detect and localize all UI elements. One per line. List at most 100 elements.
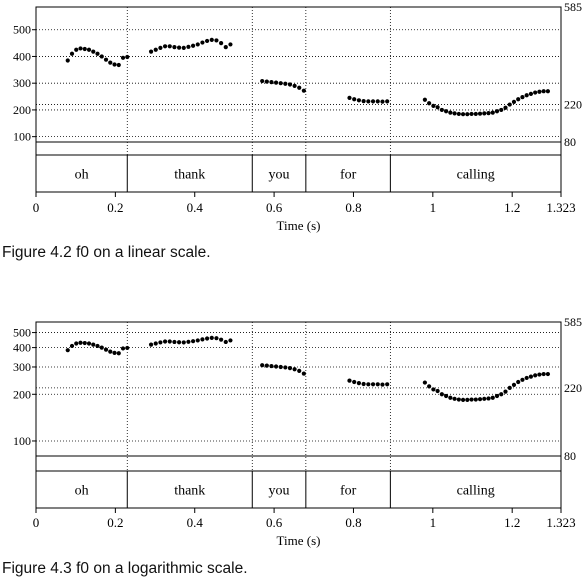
- pitch-point: [370, 382, 376, 387]
- pitch-point: [205, 336, 210, 341]
- pitch-point: [537, 89, 542, 94]
- pitch-point: [490, 110, 495, 115]
- pitch-point: [533, 373, 538, 378]
- pitch-point: [200, 337, 205, 342]
- pitch-point: [347, 378, 352, 383]
- pitch-point: [465, 112, 470, 117]
- y-tick-label-500: 500: [13, 23, 31, 37]
- pitch-point: [273, 80, 279, 85]
- pitch-point: [167, 44, 172, 49]
- pitch-point: [108, 349, 113, 354]
- x-tick-label-0.4: 0.4: [187, 200, 204, 215]
- pitch-point: [473, 111, 478, 117]
- pitch-point: [524, 375, 529, 381]
- pitch-point: [520, 377, 525, 382]
- pitch-point: [172, 339, 177, 345]
- pitch-point: [499, 107, 504, 113]
- pitch-point: [469, 397, 474, 402]
- pitch-point: [219, 337, 224, 342]
- pitch-point: [375, 382, 380, 387]
- y-right-label-80: 80: [564, 449, 576, 463]
- pitch-point: [269, 363, 274, 369]
- pitch-point: [431, 103, 436, 109]
- pitch-point: [86, 47, 92, 52]
- pitch-point: [375, 99, 380, 104]
- pitch-point: [297, 85, 302, 90]
- pitch-point: [537, 372, 542, 377]
- x-tick-label-0.6: 0.6: [266, 515, 283, 530]
- pitch-point: [356, 98, 362, 103]
- pitch-point: [269, 80, 274, 85]
- pitch-point: [356, 381, 362, 386]
- pitch-point: [427, 101, 432, 106]
- pitch-point: [422, 380, 427, 385]
- pitch-point: [443, 393, 449, 399]
- pitch-point: [162, 44, 168, 49]
- y-tick-label-100: 100: [13, 130, 31, 144]
- pitch-point: [380, 99, 385, 104]
- pitch-point: [69, 343, 75, 349]
- pitch-point: [494, 109, 500, 114]
- pitch-point: [167, 339, 172, 344]
- pitch-point: [541, 371, 546, 377]
- pitch-point: [162, 339, 168, 344]
- pitch-point: [465, 397, 470, 403]
- pitch-point: [125, 345, 130, 351]
- pitch-point: [361, 98, 366, 104]
- pitch-point: [176, 45, 182, 50]
- pitch-point: [273, 364, 279, 369]
- pitch-point: [214, 38, 219, 43]
- pitch-point: [74, 341, 79, 346]
- pitch-point: [452, 396, 457, 401]
- pitch-point: [176, 340, 182, 345]
- word-label-calling: calling: [457, 484, 495, 499]
- pitch-point: [448, 110, 453, 115]
- x-axis-label: Time (s): [277, 218, 321, 233]
- pitch-point: [186, 44, 191, 49]
- pitch-point: [297, 368, 302, 374]
- x-tick-label-1.2: 1.2: [504, 200, 520, 215]
- pitch-point: [287, 366, 293, 371]
- pitch-point: [65, 348, 70, 353]
- pitch-point: [380, 382, 385, 387]
- pitch-point: [292, 367, 297, 372]
- pitch-point: [490, 395, 495, 400]
- pitch-point: [264, 363, 269, 368]
- pitch-point: [460, 112, 466, 117]
- pitch-point: [209, 335, 214, 340]
- pitch-point: [486, 396, 491, 401]
- pitch-point: [443, 109, 449, 114]
- y-tick-label-400: 400: [13, 49, 31, 63]
- pitch-point: [511, 99, 517, 105]
- pitch-point: [283, 365, 288, 370]
- pitch-point: [125, 54, 130, 60]
- x-tick-label-1.323: 1.323: [546, 515, 575, 530]
- pitch-point: [528, 374, 534, 379]
- pitch-point: [91, 49, 96, 54]
- x-tick-label-0: 0: [33, 515, 40, 530]
- pitch-point: [112, 62, 117, 67]
- y-tick-label-200: 200: [13, 103, 31, 117]
- x-tick-label-1: 1: [430, 515, 437, 530]
- pitch-point: [516, 379, 521, 385]
- pitch-point: [278, 364, 283, 370]
- pitch-point: [422, 97, 427, 102]
- pitch-point: [347, 95, 352, 100]
- pitch-point: [469, 111, 474, 117]
- pitch-point: [74, 47, 79, 52]
- pitch-point: [116, 62, 121, 68]
- pitch-point: [482, 396, 487, 401]
- pitch-point: [223, 339, 228, 345]
- y-right-label-80: 80: [564, 135, 576, 149]
- pitch-point: [287, 82, 293, 87]
- pitch-point: [99, 54, 104, 59]
- x-tick-label-0.8: 0.8: [345, 515, 361, 530]
- pitch-point: [228, 42, 233, 47]
- pitch-point: [116, 351, 121, 356]
- pitch-point: [120, 55, 126, 60]
- pitch-point: [486, 111, 491, 116]
- pitch-point: [214, 336, 219, 341]
- pitch-point: [103, 347, 109, 352]
